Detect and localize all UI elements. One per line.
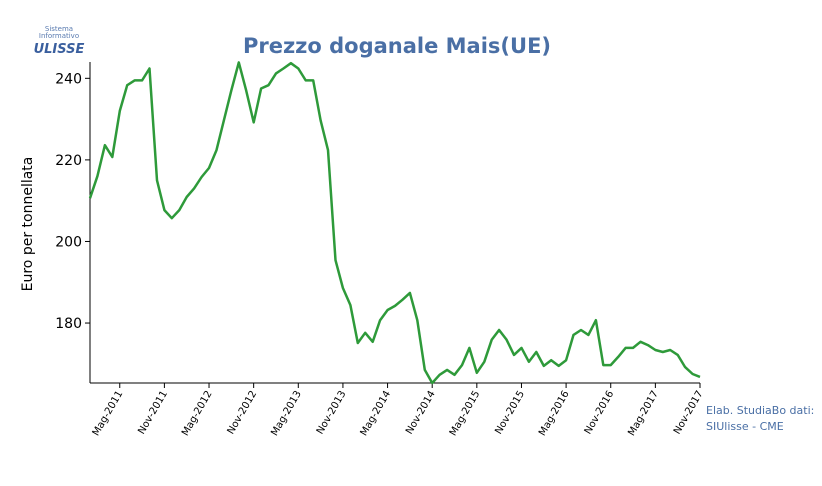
y-tick-label: 180 [55,316,82,332]
y-tick-label: 220 [55,153,82,169]
x-tick-label: Nov-2012 [226,389,260,436]
chart-title: Prezzo doganale Mais(UE) [243,34,551,58]
x-tick-label: Nov-2015 [493,389,527,436]
x-tick-label: Mag-2013 [269,389,304,438]
x-tick-label: Mag-2011 [91,389,126,438]
x-tick-label: Nov-2017 [672,389,706,436]
x-tick-label: Nov-2013 [315,389,349,436]
x-tick-label: Mag-2016 [537,389,572,438]
x-tick-label: Nov-2016 [583,389,617,436]
source-line2: SIUlisse - CME [706,420,784,433]
x-tick-label: Mag-2015 [448,389,483,438]
logo-line1: Sistema [45,25,73,33]
x-tick-label: Nov-2014 [404,389,438,436]
x-tick-label: Mag-2012 [180,389,215,438]
source-line1: Elab. StudiaBo dati: [706,404,814,417]
x-tick-label: Mag-2014 [359,389,394,438]
data-line [88,61,701,385]
logo-name: ULISSE [34,42,85,57]
y-tick-label: 240 [55,71,82,87]
logo-line2: Informativo [39,32,79,40]
x-tick-label: Nov-2011 [136,389,170,436]
y-axis-label: Euro per tonnellata [20,157,36,292]
y-tick-label: 200 [55,234,82,250]
x-tick-label: Mag-2017 [626,389,661,438]
